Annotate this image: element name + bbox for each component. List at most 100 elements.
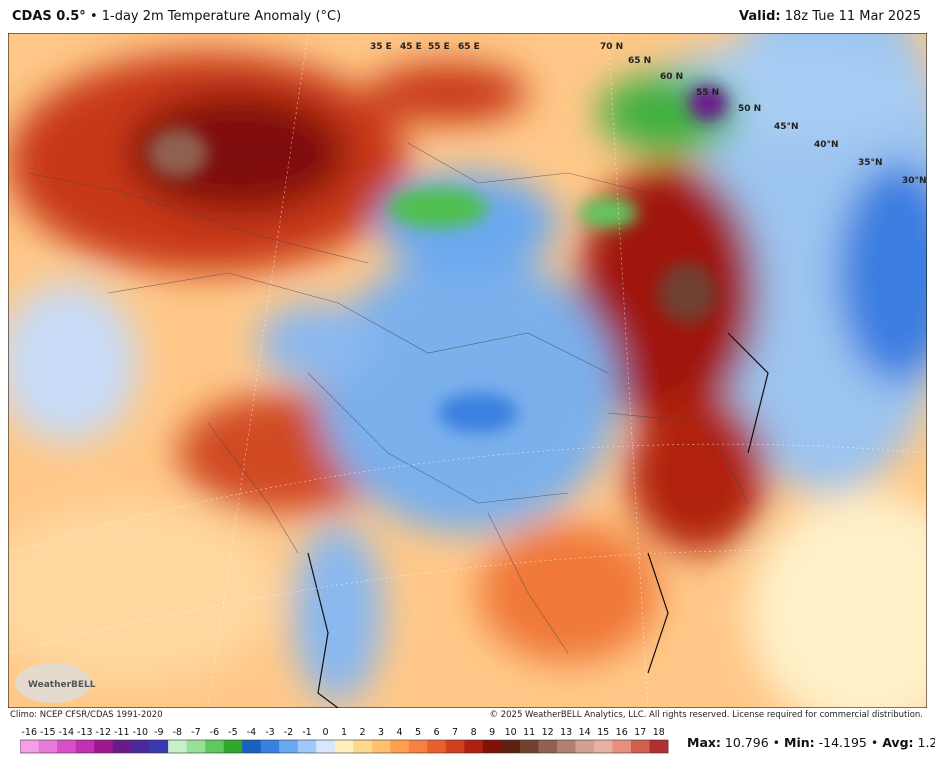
stat-label: Avg: — [882, 735, 914, 750]
colorbar-swatch — [75, 740, 95, 753]
colorbar: -16 -15 -14 -13 -12 -11 -10 -9 -8 -7 -6 -5 -4 -3 -2 -1 0… — [20, 727, 669, 754]
colorbar-swatch — [427, 740, 447, 753]
colorbar-swatch — [131, 740, 150, 753]
colorbar-label: 8 — [471, 727, 477, 738]
stat-value: 10.796 — [724, 735, 769, 750]
colorbar-swatch — [279, 740, 299, 753]
copyright: © 2025 WeatherBELL Analytics, LLC. All r… — [489, 710, 923, 720]
colorbar-swatch — [649, 740, 669, 753]
colorbar-label: -9 — [154, 727, 163, 738]
field: 35 E 45 E 55 E 65 E 70 N 65 N 60 N 55 N 50 N 45°N… — [8, 33, 927, 708]
colorbar-swatch — [168, 740, 187, 753]
colorbar-label: -6 — [210, 727, 219, 738]
stat-label: Max: — [687, 735, 721, 750]
stat-label: Min: — [784, 735, 815, 750]
colorbar-label: 16 — [616, 727, 628, 738]
colorbar-label: 9 — [489, 727, 495, 738]
colorbar-label: 4 — [397, 727, 403, 738]
colorbar-swatch — [482, 740, 502, 753]
anomaly-blobs — [8, 33, 927, 708]
stats: Max: 10.796 • Min: -14.195 • Avg: 1.270 — [687, 735, 935, 750]
model: CDAS 0.5° — [12, 9, 86, 24]
colorbar-swatch — [353, 740, 373, 753]
colorbar-label: -14 — [59, 727, 75, 738]
colorbar-swatch — [260, 740, 280, 753]
colorbar-swatch — [408, 740, 428, 753]
colorbar-label: 12 — [542, 727, 554, 738]
colorbar-swatch — [390, 740, 410, 753]
colorbar-label: 14 — [579, 727, 591, 738]
colorbar-swatch — [464, 740, 484, 753]
colorbar-swatch — [575, 740, 595, 753]
colorbar-swatch — [57, 740, 76, 753]
colorbar-label: -1 — [302, 727, 311, 738]
colorbar-swatch — [94, 740, 113, 753]
grid-label: 45 E — [400, 42, 422, 52]
colorbar-frame — [20, 739, 669, 754]
colorbar-swatch — [297, 740, 317, 753]
grid-label: 60 N — [660, 72, 683, 82]
colorbar-swatch — [593, 740, 613, 753]
product: 1-day 2m Temperature Anomaly (°C) — [101, 9, 342, 24]
colorbar-label: 13 — [560, 727, 572, 738]
colorbar-swatch — [20, 740, 39, 753]
grid-label: 55 N — [696, 88, 719, 98]
colorbar-swatch — [630, 740, 650, 753]
colorbar-swatch — [316, 740, 336, 753]
colorbar-label: -7 — [191, 727, 200, 738]
colorbar-label: -8 — [173, 727, 182, 738]
colorbar-swatch — [556, 740, 576, 753]
grid-label: 30°N — [902, 176, 927, 186]
colorbar-label: -13 — [77, 727, 93, 738]
valid-time: 18z Tue 11 Mar 2025 — [784, 9, 921, 24]
grid-label: 65 E — [458, 42, 480, 52]
colorbar-label: 5 — [415, 727, 421, 738]
colorbar-swatch — [205, 740, 224, 753]
colorbar-label: -3 — [265, 727, 274, 738]
colorbar-swatch — [445, 740, 465, 753]
colorbar-label: -4 — [247, 727, 256, 738]
separator: • — [866, 735, 883, 750]
colorbar-swatch — [38, 740, 58, 753]
colorbar-label: 6 — [434, 727, 440, 738]
map: 35 E 45 E 55 E 65 E 70 N 65 N 60 N 55 N 50 N 45°N… — [8, 33, 927, 708]
colorbar-swatch — [501, 740, 521, 753]
colorbar-label: 7 — [452, 727, 458, 738]
grid-label: 70 N — [600, 42, 623, 52]
colorbar-label: 1 — [341, 727, 347, 738]
colorbar-swatch — [112, 740, 132, 753]
coastline — [307, 332, 769, 708]
grid-label: 55 E — [428, 42, 450, 52]
grid-label: 45°N — [774, 122, 799, 132]
colorbar-swatch — [242, 740, 261, 753]
colorbar-label: -5 — [228, 727, 237, 738]
detail — [148, 85, 728, 433]
colorbar-swatch — [149, 740, 169, 753]
colorbar-label: -10 — [133, 727, 149, 738]
graticule — [8, 33, 927, 708]
colorbar-swatch — [612, 740, 632, 753]
logo: WeatherBELL — [15, 663, 96, 703]
colorbar-label: -12 — [96, 727, 112, 738]
grid-label: 35°N — [858, 158, 883, 168]
colorbar-label: 3 — [378, 727, 384, 738]
colorbar-label: 0 — [322, 727, 328, 738]
colorbar-label: 2 — [359, 727, 365, 738]
colorbar-label: 18 — [653, 727, 665, 738]
colorbar-label: -16 — [21, 727, 37, 738]
stat-value: -14.195 — [818, 735, 867, 750]
colorbar-label: 10 — [505, 727, 517, 738]
valid-label: Valid: — [739, 9, 781, 24]
colorbar-label: 11 — [523, 727, 535, 738]
valid: Valid: 18z Tue 11 Mar 2025 — [739, 9, 921, 24]
logo-text: WeatherBELL — [28, 680, 96, 690]
grid-label: 65 N — [628, 56, 651, 66]
grid-label: 35 E — [370, 42, 392, 52]
colorbar-swatch — [186, 740, 206, 753]
colorbar-label: 17 — [634, 727, 646, 738]
colorbar-swatch — [538, 740, 558, 753]
separator: • — [768, 735, 784, 750]
grid-label: 50 N — [738, 104, 761, 114]
colorbar-label: -2 — [284, 727, 293, 738]
